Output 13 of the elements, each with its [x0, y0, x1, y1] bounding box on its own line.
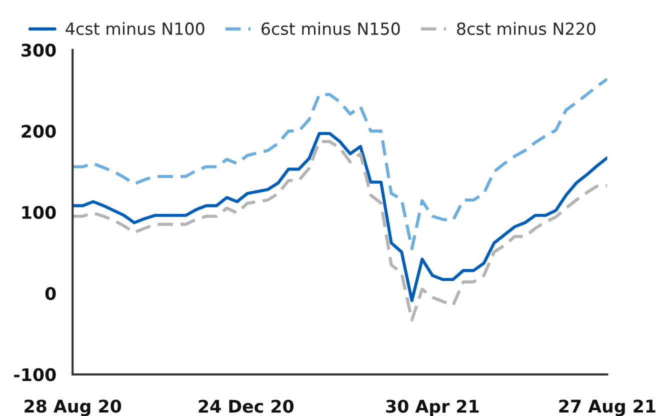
- x-tick-label: 27 Aug 21: [559, 400, 656, 416]
- legend-label: 8cst minus N220: [457, 22, 596, 36]
- y-tick-label: -100: [14, 368, 56, 382]
- y-tick-label: 0: [45, 286, 56, 300]
- x-tick-label: 30 Apr 21: [386, 400, 479, 416]
- y-tick-label: 300: [22, 44, 56, 57]
- legend-label: 4cst minus N100: [66, 22, 204, 36]
- x-tick-label: 24 Dec 20: [198, 400, 294, 413]
- line-series: [72, 78, 608, 250]
- legend-label: 6cst minus N150: [262, 22, 400, 36]
- y-tick-label: 200: [22, 124, 56, 138]
- y-tick-label: 100: [22, 206, 56, 220]
- x-tick-label: 28 Aug 20: [24, 400, 122, 416]
